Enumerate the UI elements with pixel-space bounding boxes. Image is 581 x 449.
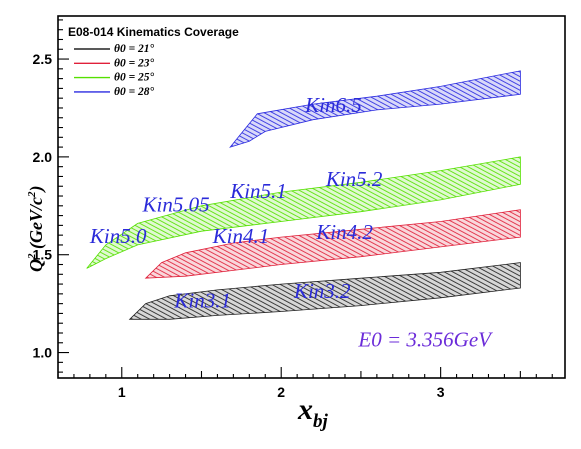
kin-label: Kin3.2	[293, 279, 351, 303]
x-axis-main: x	[297, 393, 313, 426]
coverage-region-theta-21	[128, 262, 521, 320]
legend-item: θ0 = 28°	[114, 86, 155, 98]
y-axis-title: Q2 (GeV/c2)	[26, 186, 47, 272]
legend: E08-014 Kinematics Coverage θ0 = 21° θ0 =…	[68, 25, 239, 98]
coverage-regions	[86, 70, 521, 320]
x-tick-label: 3	[437, 384, 445, 400]
y-tick-label: 2.5	[33, 51, 53, 67]
legend-item: θ0 = 25°	[114, 72, 155, 84]
kin-label: Kin4.2	[315, 220, 373, 244]
plot-frame	[57, 15, 566, 379]
y-axis-main: Q	[26, 259, 46, 272]
kin-label: Kin4.1	[212, 224, 270, 248]
x-axis-subscript: bj	[313, 411, 329, 432]
y-axis-ticks: 1.0 1.5 2.0 2.5	[33, 19, 69, 373]
kin-label: Kin6.5	[304, 93, 362, 117]
kin-label: Kin5.0	[89, 224, 147, 248]
y-tick-label: 1.5	[33, 247, 53, 263]
x-tick-label: 2	[277, 384, 285, 400]
kin-label: Kin5.2	[325, 167, 383, 191]
legend-item: θ0 = 23°	[114, 57, 155, 69]
legend-item: θ0 = 21°	[114, 43, 155, 55]
coverage-region-theta-28	[229, 70, 521, 148]
coverage-region-theta-25	[86, 156, 521, 269]
y-tick-label: 2.0	[33, 149, 53, 165]
x-tick-label: 1	[118, 384, 126, 400]
beam-energy-label: E0 = 3.356GeV	[357, 328, 493, 352]
x-axis-ticks: 1 2 3	[57, 367, 553, 400]
coverage-region-theta-23	[144, 209, 521, 279]
chart-title: E08-014 Kinematics Coverage	[68, 25, 239, 39]
kin-label: Kin3.1	[173, 289, 231, 313]
kinematic-setting-labels: Kin6.5 Kin5.2 Kin5.1 Kin5.05 Kin5.0 Kin4.1 Kin…	[89, 93, 383, 313]
kin-label: Kin5.05	[142, 193, 210, 217]
x-axis-title: xbj	[297, 393, 329, 432]
kin-label: Kin5.1	[229, 179, 287, 203]
y-tick-label: 1.0	[33, 345, 53, 361]
